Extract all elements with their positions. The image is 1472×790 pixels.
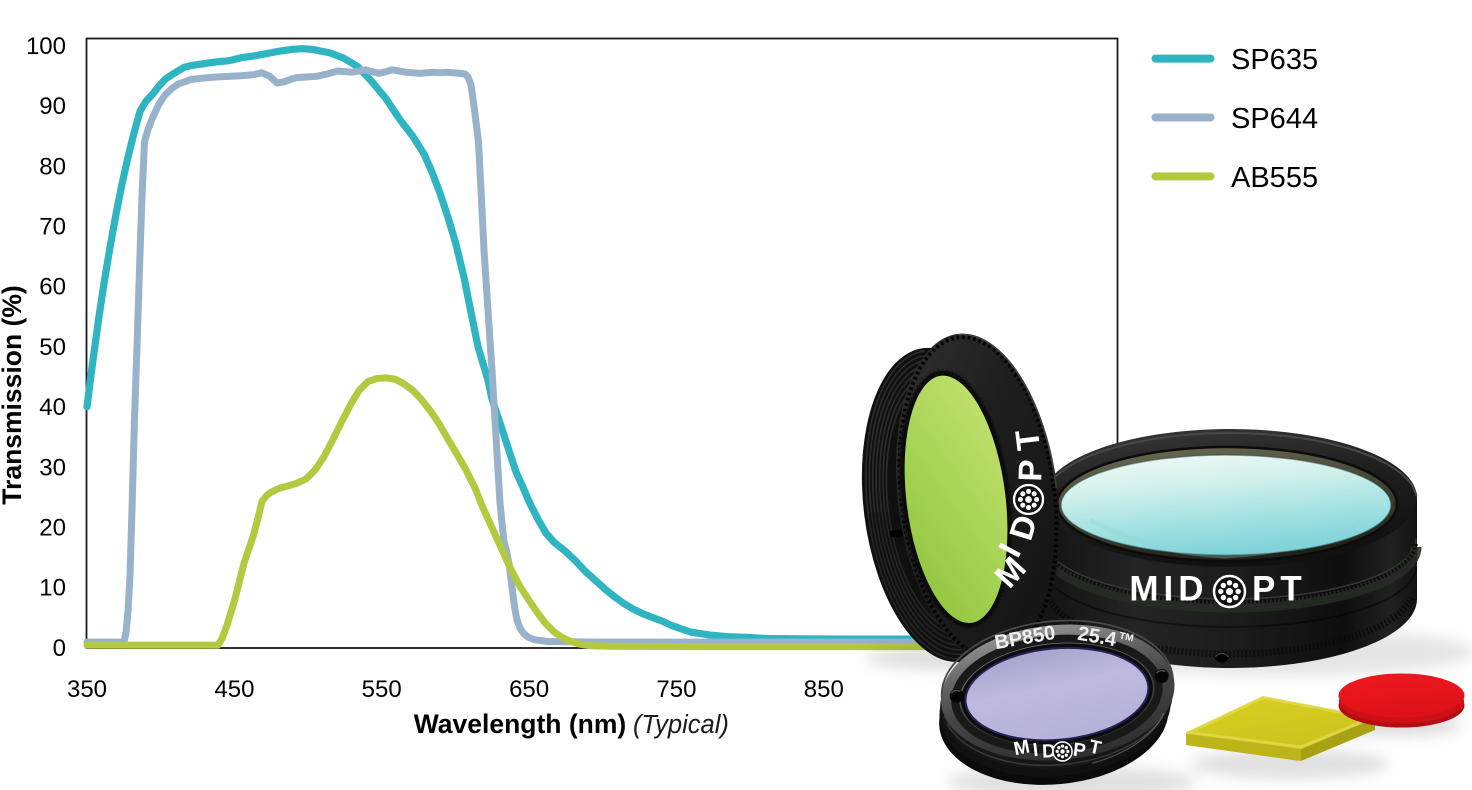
svg-text:850: 850 xyxy=(804,676,844,703)
svg-text:T: T xyxy=(1008,428,1047,453)
svg-text:650: 650 xyxy=(509,676,549,703)
svg-text:SP635: SP635 xyxy=(1231,44,1318,76)
svg-text:MID: MID xyxy=(1129,570,1208,609)
svg-text:20: 20 xyxy=(39,514,66,541)
svg-text:90: 90 xyxy=(39,93,66,120)
svg-text:Transmission (%): Transmission (%) xyxy=(0,285,27,504)
svg-text:0: 0 xyxy=(53,635,66,662)
svg-text:I: I xyxy=(1032,740,1040,761)
svg-text:T: T xyxy=(1087,737,1103,760)
svg-text:350: 350 xyxy=(67,676,107,703)
svg-text:TM: TM xyxy=(1118,631,1134,645)
svg-text:P: P xyxy=(1072,740,1087,762)
svg-text:50: 50 xyxy=(39,334,66,361)
svg-text:100: 100 xyxy=(26,33,66,60)
svg-text:P: P xyxy=(1011,459,1049,482)
svg-text:10: 10 xyxy=(39,575,66,602)
svg-text:Wavelength (nm): Wavelength (nm) xyxy=(414,709,627,739)
svg-text:550: 550 xyxy=(362,676,402,703)
svg-text:750: 750 xyxy=(656,676,696,703)
svg-text:450: 450 xyxy=(214,676,254,703)
svg-text:AB555: AB555 xyxy=(1231,162,1318,194)
svg-text:M: M xyxy=(1012,736,1032,760)
svg-text:D: D xyxy=(1042,741,1057,763)
svg-text:(Typical): (Typical) xyxy=(633,711,729,739)
svg-text:40: 40 xyxy=(39,394,66,421)
svg-text:SP644: SP644 xyxy=(1231,103,1318,135)
svg-text:60: 60 xyxy=(39,274,66,301)
svg-text:70: 70 xyxy=(39,214,66,241)
svg-text:PT: PT xyxy=(1252,570,1307,609)
svg-text:80: 80 xyxy=(39,153,66,180)
svg-text:30: 30 xyxy=(39,454,66,481)
